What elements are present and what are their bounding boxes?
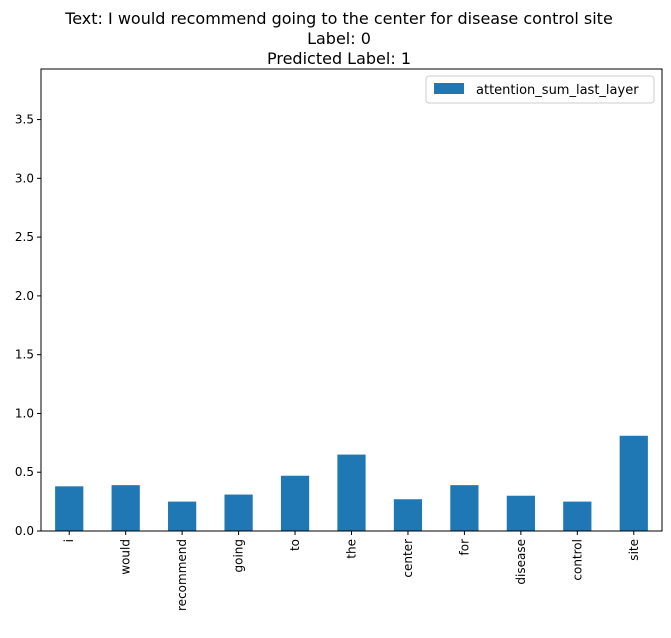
x-tick-label: would: [119, 539, 133, 575]
bar-center: [393, 499, 423, 531]
bar-to: [280, 475, 310, 531]
bars-layer: [55, 435, 648, 531]
x-tick-label: to: [288, 539, 302, 551]
y-tick-label: 1.5: [15, 348, 34, 362]
bar-going: [224, 494, 253, 531]
x-tick-label: recommend: [175, 539, 189, 611]
chart-title-line-2: Label: 0: [307, 29, 371, 48]
x-tick-label: the: [345, 539, 359, 559]
x-axis: i would recommend going to the center for diseas…: [62, 531, 641, 611]
x-tick-label: site: [627, 539, 641, 561]
bar-would: [111, 485, 140, 531]
bar-site: [619, 435, 648, 531]
y-tick-label: 3.5: [15, 113, 34, 127]
bar-i: [55, 486, 84, 531]
x-tick-label: i: [62, 539, 76, 542]
y-tick-label: 2.0: [15, 289, 34, 303]
legend: attention_sum_last_layer: [425, 75, 655, 104]
plot-frame: [40, 68, 663, 532]
legend-swatch: [434, 83, 464, 94]
y-axis: 0.0 0.5 1.0 1.5 2.0 2.5 3.0 3.5: [15, 113, 41, 538]
bar-recommend: [168, 501, 197, 531]
bar-control: [563, 501, 592, 531]
chart-title-line-1: Text: I would recommend going to the cen…: [64, 9, 613, 28]
y-tick-label: 1.0: [15, 406, 34, 420]
bar-for: [450, 485, 479, 531]
x-tick-label: control: [570, 539, 584, 581]
x-tick-label: center: [401, 539, 415, 578]
bar-the: [337, 454, 366, 531]
y-tick-label: 2.5: [15, 230, 34, 244]
x-tick-label: going: [232, 539, 246, 573]
y-tick-label: 0.5: [15, 465, 34, 479]
y-tick-label: 3.0: [15, 171, 34, 185]
y-tick-label: 0.0: [15, 524, 34, 538]
legend-label: attention_sum_last_layer: [476, 83, 639, 98]
x-tick-label: for: [457, 539, 471, 556]
bar-disease: [506, 495, 535, 531]
x-tick-label: disease: [514, 539, 528, 585]
legend-box: [425, 75, 655, 104]
chart-title-line-3: Predicted Label: 1: [267, 49, 411, 68]
